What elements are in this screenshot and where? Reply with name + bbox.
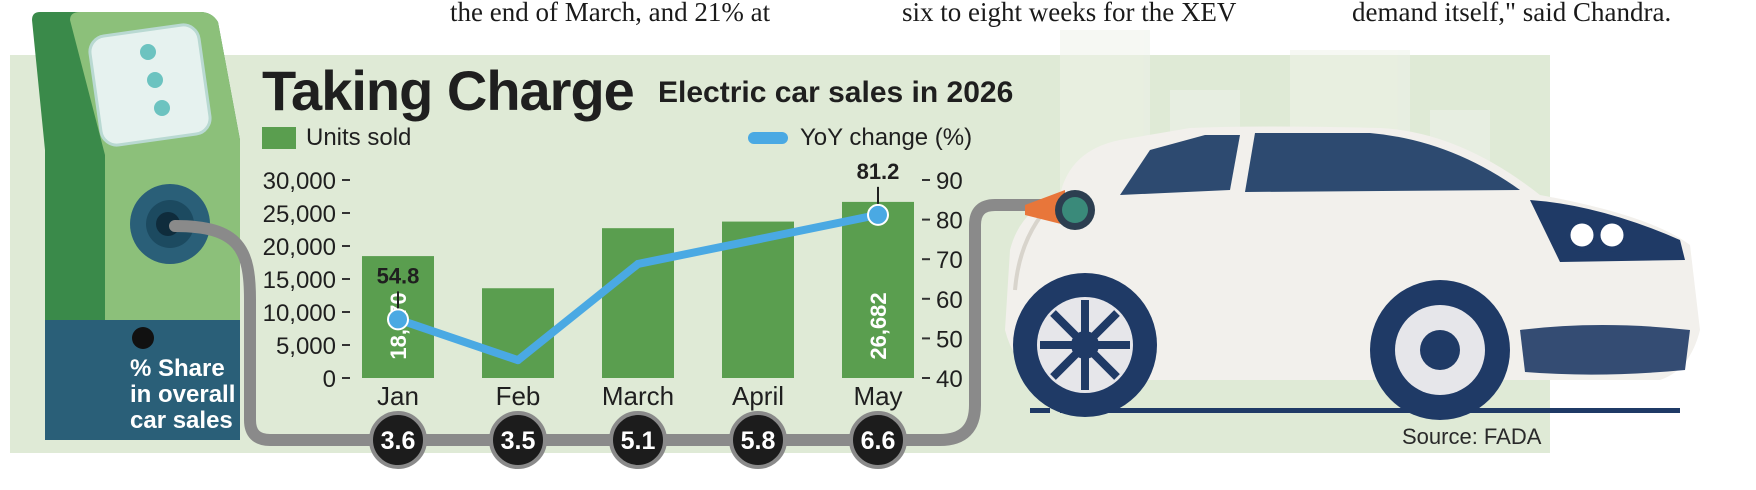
yoy-point	[634, 259, 642, 268]
chart-subtitle: Electric car sales in 2026	[658, 76, 1014, 109]
left-tick-label: 15,000	[263, 267, 336, 294]
category-label: May	[853, 381, 902, 411]
category-label: March	[602, 381, 674, 411]
yoy-point	[867, 203, 889, 226]
source-note: Source: FADA	[1402, 424, 1542, 449]
category-label: Feb	[496, 381, 541, 411]
share-badge	[729, 411, 787, 469]
share-value: 6.6	[861, 427, 896, 455]
chart-title: Taking Charge	[262, 59, 635, 122]
left-tick-label: 5,000	[276, 333, 336, 360]
article-snippet: the end of March, and 21% at	[450, 0, 771, 27]
legend-swatch-units	[262, 127, 296, 149]
share-label-line: % Share	[130, 355, 225, 382]
share-badge	[489, 411, 547, 469]
left-tick-label: 0	[323, 366, 336, 393]
share-badge	[849, 411, 907, 469]
article-snippet: demand itself," said Chandra.	[1352, 0, 1672, 27]
share-label-line: car sales	[130, 407, 233, 434]
right-tick-label: 40	[936, 366, 963, 393]
right-tick-label: 50	[936, 326, 963, 353]
plug-icon	[1025, 190, 1095, 230]
share-label-line: in overall	[130, 381, 236, 408]
yoy-value-label: 81.2	[857, 159, 900, 184]
category-label: Jan	[377, 381, 419, 411]
yoy-point	[387, 308, 409, 331]
right-tick-label: 90	[936, 168, 963, 195]
share-value: 3.5	[501, 427, 536, 455]
share-value: 5.1	[621, 427, 656, 455]
share-badge	[369, 411, 427, 469]
yoy-value-label: 54.8	[377, 263, 420, 288]
share-value: 3.6	[381, 427, 416, 455]
share-label: % Share in overall car sales	[130, 356, 235, 434]
legend-label-yoy: YoY change (%)	[800, 124, 973, 151]
electric-car-icon	[1005, 126, 1700, 420]
article-snippet: six to eight weeks for the XEV	[902, 0, 1237, 27]
legend-swatch-yoy	[748, 132, 788, 144]
bar-units-feb	[482, 288, 554, 378]
right-tick-label: 70	[936, 247, 963, 274]
left-tick-label: 20,000	[263, 234, 336, 261]
bar-units-may	[842, 201, 914, 378]
left-tick-label: 25,000	[263, 201, 336, 228]
left-tick-label: 30,000	[263, 168, 336, 195]
yoy-point	[754, 235, 762, 244]
legend-label-units: Units sold	[306, 124, 412, 151]
share-badge	[609, 411, 667, 469]
yoy-point	[514, 356, 522, 365]
right-tick-label: 60	[936, 287, 963, 314]
bar-value-label: 26,682	[866, 292, 891, 359]
left-tick-label: 10,000	[263, 300, 336, 327]
right-tick-label: 80	[936, 208, 963, 235]
charging-cable	[169, 199, 1066, 446]
charging-station-icon	[32, 12, 240, 440]
share-value: 5.8	[741, 427, 776, 455]
category-label: April	[732, 381, 784, 411]
bar-units-march	[602, 228, 674, 378]
